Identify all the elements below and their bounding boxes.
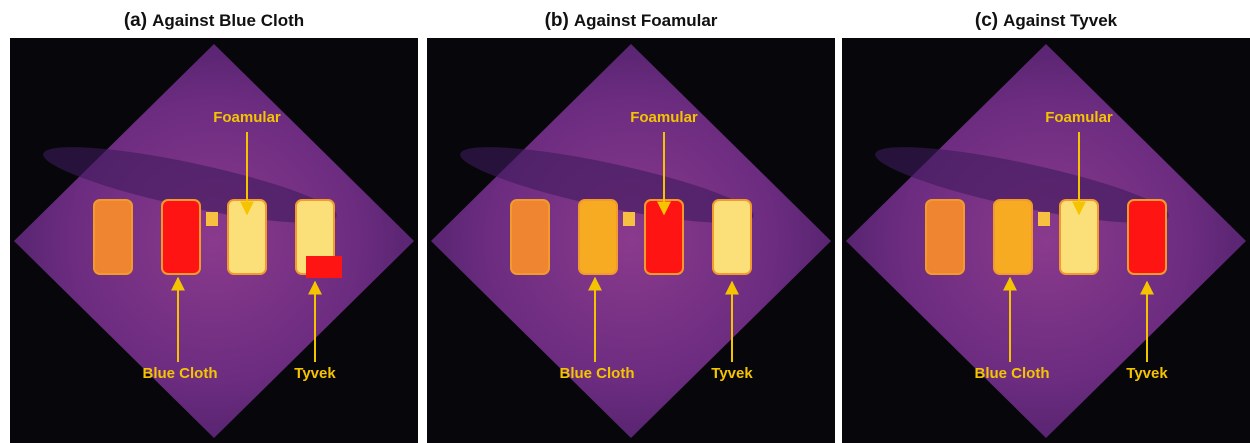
sample-blob — [511, 200, 549, 274]
sample-blob — [994, 200, 1032, 274]
sample-blob-red — [306, 256, 342, 278]
panel: (a) Against Blue Cloth Foamular Blue Cloth T… — [10, 10, 418, 443]
sample-blob-red — [1131, 206, 1163, 268]
panel-tag: (b) — [545, 10, 569, 31]
panel-tag: (a) — [124, 10, 147, 31]
label-blue-cloth: Blue Cloth — [975, 365, 1050, 382]
label-tyvek: Tyvek — [1126, 365, 1168, 382]
figure: (a) Against Blue Cloth Foamular Blue Cloth T… — [0, 0, 1250, 443]
label-tyvek: Tyvek — [294, 365, 336, 382]
sample-blob — [926, 200, 964, 274]
label-foamular: Foamular — [213, 109, 281, 126]
panel: (b) Against Foamular Foamular Blue Cloth Tyv… — [427, 10, 835, 443]
panel-title-text: Against Blue Cloth — [152, 11, 304, 30]
panel-title-text: Against Tyvek — [1003, 11, 1118, 30]
panel: (c) Against Tyvek Foamular Blue Cloth Tyvek — [842, 10, 1250, 443]
label-foamular: Foamular — [630, 109, 698, 126]
sample-blob — [713, 200, 751, 274]
panel-title-text: Against Foamular — [574, 11, 718, 30]
label-blue-cloth: Blue Cloth — [560, 365, 635, 382]
sample-blob — [579, 200, 617, 274]
panel-title: (c) Against Tyvek — [975, 10, 1118, 31]
label-foamular: Foamular — [1045, 109, 1113, 126]
panel-title: (b) Against Foamular — [545, 10, 718, 31]
small-spot — [206, 212, 218, 226]
panel-tag: (c) — [975, 10, 998, 31]
sample-blob — [94, 200, 132, 274]
label-blue-cloth: Blue Cloth — [143, 365, 218, 382]
sample-blob-red — [165, 206, 197, 268]
sample-blob-red — [648, 206, 680, 268]
label-tyvek: Tyvek — [711, 365, 753, 382]
small-spot — [623, 212, 635, 226]
small-spot — [1038, 212, 1050, 226]
panel-title: (a) Against Blue Cloth — [124, 10, 304, 31]
